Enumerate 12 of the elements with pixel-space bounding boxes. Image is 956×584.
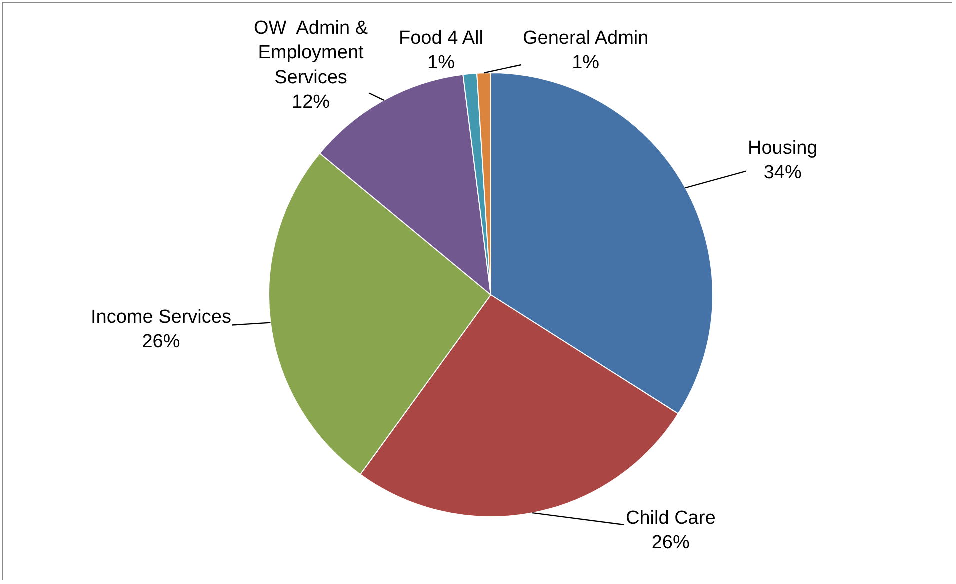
data-label: 26% <box>142 332 180 353</box>
slice-label: Housing <box>748 138 818 159</box>
data-label: 26% <box>652 532 690 554</box>
slice-label: OW Admin & Employment Services <box>254 18 368 88</box>
data-label: 1% <box>428 52 456 74</box>
slice-label: Food 4 All <box>399 28 484 49</box>
slice-label: Income Services <box>91 307 232 328</box>
data-label: 34% <box>764 162 802 184</box>
data-label: 12% <box>292 92 330 114</box>
slice-label: General Admin <box>523 28 649 49</box>
slice-label: Child Care <box>626 508 716 529</box>
data-label: 1% <box>572 52 600 74</box>
